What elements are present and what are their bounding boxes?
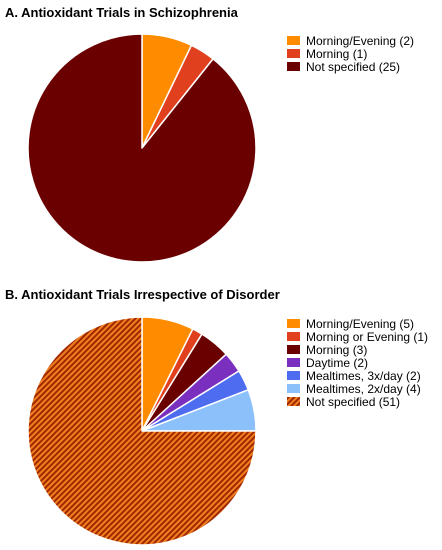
chart-b-legend-label-1: Morning or Evening (1) <box>306 330 428 344</box>
chart-a-legend-swatch-1 <box>287 49 300 58</box>
chart-b-title: B. Antioxidant Trials Irrespective of Di… <box>5 287 280 302</box>
chart-b-legend-label-4: Mealtimes, 3x/day (2) <box>306 369 421 383</box>
chart-a-legend-swatch-2 <box>287 62 300 71</box>
chart-b-legend-label-6: Not specified (51) <box>306 395 400 409</box>
chart-b-slice-6 <box>27 316 257 546</box>
chart-b-pie <box>27 316 257 546</box>
chart-a-legend-label-0: Morning/Evening (2) <box>306 34 414 48</box>
chart-a-legend-label-2: Not specified (25) <box>306 60 400 74</box>
chart-b-legend-label-5: Mealtimes, 2x/day (4) <box>306 382 421 396</box>
chart-b-legend-swatch-6 <box>287 397 300 406</box>
chart-b-legend-swatch-5 <box>287 384 300 393</box>
chart-a-legend: Morning/Evening (2)Morning (1)Not specif… <box>287 34 414 74</box>
chart-b-legend-swatch-3 <box>287 358 300 367</box>
chart-b-legend-swatch-2 <box>287 345 300 354</box>
chart-a-pie <box>27 33 257 263</box>
chart-b-legend-label-3: Daytime (2) <box>306 356 368 370</box>
chart-a-title: A. Antioxidant Trials in Schizophrenia <box>5 5 239 20</box>
chart-b-legend-swatch-0 <box>287 319 300 328</box>
chart-a: A. Antioxidant Trials in Schizophrenia M… <box>5 5 414 263</box>
chart-b-legend-label-2: Morning (3) <box>306 343 367 357</box>
chart-b-legend: Morning/Evening (5)Morning or Evening (1… <box>287 317 428 409</box>
chart-b: B. Antioxidant Trials Irrespective of Di… <box>5 287 428 546</box>
chart-a-legend-swatch-0 <box>287 36 300 45</box>
chart-b-legend-swatch-1 <box>287 332 300 341</box>
chart-b-legend-swatch-4 <box>287 371 300 380</box>
chart-b-legend-label-0: Morning/Evening (5) <box>306 317 414 331</box>
chart-a-legend-label-1: Morning (1) <box>306 47 367 61</box>
chart-a-slice-2 <box>27 33 257 263</box>
